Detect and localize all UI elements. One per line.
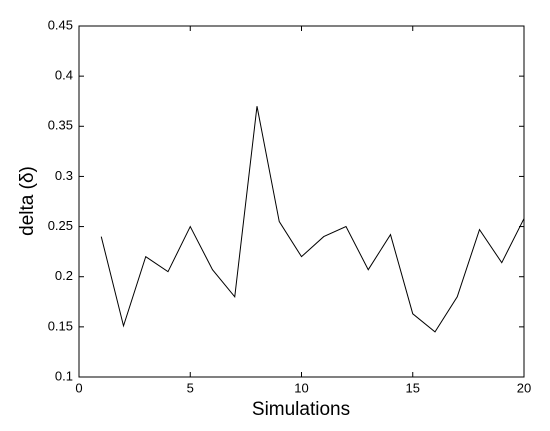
x-tick-label: 10 [294, 380, 308, 395]
y-axis-title: delta (δ) [17, 166, 38, 236]
y-tick-label: 0.1 [55, 368, 73, 383]
x-tick-label: 5 [187, 380, 194, 395]
y-tick-label: 0.25 [48, 218, 73, 233]
x-tick-label: 0 [75, 380, 82, 395]
data-line [100, 106, 525, 333]
plot-frame [78, 25, 525, 378]
y-tick-label: 0.35 [48, 118, 73, 133]
y-tick-label: 0.15 [48, 318, 73, 333]
x-tick-label: 15 [406, 380, 420, 395]
y-tick-label: 0.3 [55, 168, 73, 183]
y-tick-label: 0.4 [55, 68, 73, 83]
x-tick-label: 20 [517, 380, 531, 395]
y-tick-label: 0.2 [55, 268, 73, 283]
x-axis-title: Simulations [252, 399, 350, 420]
y-tick-label: 0.45 [48, 17, 73, 32]
